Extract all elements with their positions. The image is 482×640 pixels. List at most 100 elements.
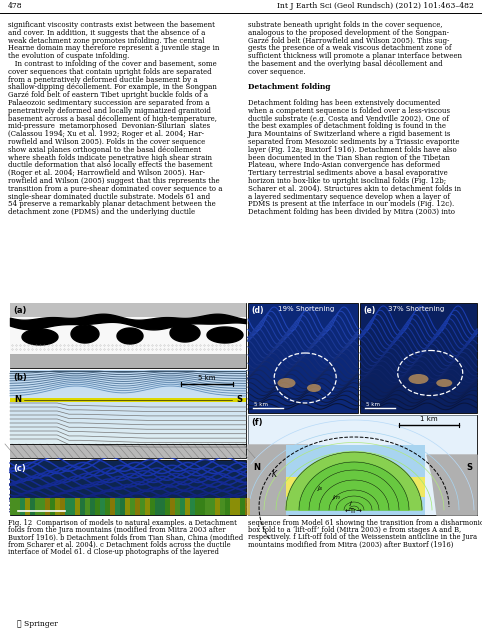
Text: Jura Mountains of Switzerland where a rigid basement is: Jura Mountains of Switzerland where a ri… bbox=[248, 130, 451, 138]
Bar bbox=[10, 396, 246, 397]
Polygon shape bbox=[299, 462, 409, 510]
Bar bbox=[140, 498, 145, 515]
Bar bbox=[10, 433, 246, 434]
Polygon shape bbox=[349, 506, 359, 510]
Bar bbox=[10, 408, 246, 409]
Bar bbox=[10, 441, 246, 442]
Text: layer (Fig. 12a; Buxtorf 1916). Detachment folds have also: layer (Fig. 12a; Buxtorf 1916). Detachme… bbox=[248, 146, 457, 154]
Text: rowfield and Wilson 2005). Folds in the cover sequence: rowfield and Wilson 2005). Folds in the … bbox=[8, 138, 205, 146]
Bar bbox=[80, 498, 85, 515]
Text: substrate beneath upright folds in the cover sequence,: substrate beneath upright folds in the c… bbox=[248, 21, 442, 29]
Text: transition from a pure-shear dominated cover sequence to a: transition from a pure-shear dominated c… bbox=[8, 185, 223, 193]
Bar bbox=[10, 371, 246, 372]
Bar bbox=[75, 498, 80, 515]
Text: cover sequence.: cover sequence. bbox=[248, 68, 306, 76]
Bar bbox=[10, 437, 246, 438]
Bar bbox=[190, 498, 195, 515]
Text: basement across a basal décollement of high-temperature,: basement across a basal décollement of h… bbox=[8, 115, 217, 123]
Bar bbox=[210, 498, 215, 515]
Text: from Scharer et al. 2004). c Detachment folds across the ductile: from Scharer et al. 2004). c Detachment … bbox=[8, 541, 230, 548]
Bar bbox=[220, 498, 225, 515]
Text: show axial planes orthogonal to the basal décollement: show axial planes orthogonal to the basa… bbox=[8, 146, 201, 154]
Bar bbox=[60, 498, 65, 515]
Text: mid-pressure  metamorphosed  Devonian-Silurian  slates: mid-pressure metamorphosed Devonian-Silu… bbox=[8, 122, 210, 131]
Bar bbox=[10, 395, 246, 396]
Text: from a penetratively deformed ductile basement by a: from a penetratively deformed ductile ba… bbox=[8, 76, 198, 84]
Bar bbox=[30, 498, 35, 515]
Bar bbox=[10, 317, 246, 354]
Bar bbox=[10, 380, 246, 381]
Polygon shape bbox=[170, 324, 200, 342]
Bar bbox=[10, 388, 246, 389]
Bar bbox=[10, 428, 246, 429]
Ellipse shape bbox=[436, 379, 452, 387]
Bar bbox=[10, 498, 15, 515]
Bar bbox=[170, 498, 175, 515]
Text: rowfield and Wilson (2005) suggest that this represents the: rowfield and Wilson (2005) suggest that … bbox=[8, 177, 220, 185]
Bar bbox=[10, 370, 246, 458]
Text: the best examples of detachment folding is found in the: the best examples of detachment folding … bbox=[248, 122, 446, 131]
Text: Garzé fold belt of eastern Tibet upright buckle folds of a: Garzé fold belt of eastern Tibet upright… bbox=[8, 92, 208, 99]
Bar bbox=[10, 381, 246, 382]
Bar bbox=[10, 455, 246, 456]
Bar bbox=[10, 412, 246, 413]
Text: (f): (f) bbox=[251, 418, 263, 427]
Text: box fold to a ‘lift-off’ fold (Mitra 2003) e from stages A and B,: box fold to a ‘lift-off’ fold (Mitra 200… bbox=[248, 526, 461, 534]
Bar bbox=[10, 439, 246, 440]
Bar bbox=[10, 404, 246, 405]
Polygon shape bbox=[117, 328, 143, 344]
Polygon shape bbox=[207, 327, 243, 343]
Bar bbox=[248, 415, 477, 515]
Bar bbox=[10, 443, 246, 444]
Text: (c): (c) bbox=[13, 464, 26, 473]
Bar bbox=[10, 384, 246, 385]
Bar bbox=[115, 498, 120, 515]
Text: folds from the Jura mountains (modified from Mitra 2003 after: folds from the Jura mountains (modified … bbox=[8, 526, 226, 534]
Bar bbox=[10, 386, 246, 387]
Bar bbox=[205, 498, 210, 515]
Bar bbox=[165, 498, 170, 515]
Text: 19% Shortening: 19% Shortening bbox=[278, 306, 334, 312]
Bar bbox=[10, 416, 246, 417]
Bar bbox=[10, 419, 246, 420]
Text: interface of Model 61. d Close-up photographs of the layered: interface of Model 61. d Close-up photog… bbox=[8, 548, 219, 556]
Bar bbox=[10, 460, 246, 515]
Text: 1 km: 1 km bbox=[420, 416, 438, 422]
Text: 478: 478 bbox=[8, 2, 23, 10]
Text: when a competent sequence is folded over a less-viscous: when a competent sequence is folded over… bbox=[248, 107, 450, 115]
Bar bbox=[10, 418, 246, 419]
Bar bbox=[110, 498, 115, 515]
Text: 54 preserve a remarkably planar detachment between the: 54 preserve a remarkably planar detachme… bbox=[8, 200, 216, 209]
Bar bbox=[135, 498, 140, 515]
Bar bbox=[360, 303, 477, 413]
Bar bbox=[10, 423, 246, 424]
Bar bbox=[200, 498, 205, 515]
Bar bbox=[15, 498, 20, 515]
Bar bbox=[240, 498, 245, 515]
Bar bbox=[40, 498, 45, 515]
Bar bbox=[55, 498, 60, 515]
Text: Plateau, where Indo-Asian convergence has deformed: Plateau, where Indo-Asian convergence ha… bbox=[248, 161, 440, 170]
Ellipse shape bbox=[307, 384, 321, 392]
Bar bbox=[10, 398, 246, 399]
Bar bbox=[10, 430, 246, 431]
Bar bbox=[10, 450, 246, 451]
Bar bbox=[10, 410, 246, 411]
Text: 5 km: 5 km bbox=[366, 402, 380, 407]
Bar bbox=[10, 447, 246, 448]
Bar bbox=[10, 375, 246, 376]
Bar bbox=[10, 436, 246, 437]
Text: (d): (d) bbox=[251, 306, 264, 315]
Bar bbox=[10, 444, 246, 458]
Text: Detachment folding has been divided by Mitra (2003) into: Detachment folding has been divided by M… bbox=[248, 208, 455, 216]
Bar bbox=[195, 498, 200, 515]
Polygon shape bbox=[329, 490, 379, 510]
Bar bbox=[10, 411, 246, 412]
Bar bbox=[10, 389, 246, 390]
Bar bbox=[10, 374, 246, 375]
Polygon shape bbox=[22, 329, 58, 345]
Ellipse shape bbox=[278, 378, 295, 388]
Bar bbox=[10, 448, 246, 449]
Text: Tertiary terrestrial sediments above a basal evaporative: Tertiary terrestrial sediments above a b… bbox=[248, 169, 448, 177]
Bar bbox=[215, 498, 220, 515]
